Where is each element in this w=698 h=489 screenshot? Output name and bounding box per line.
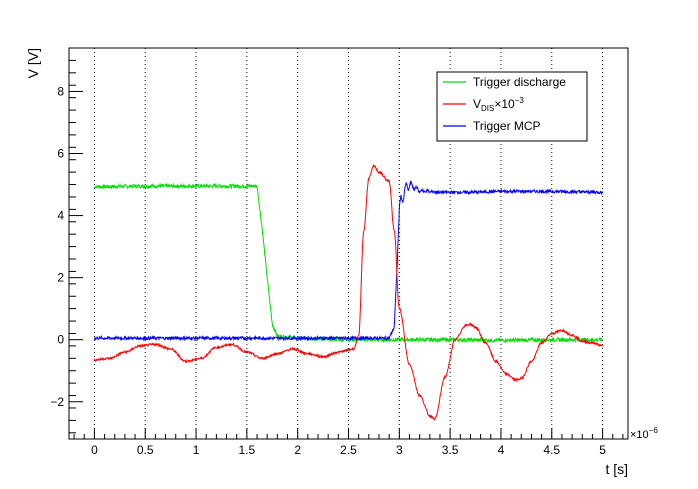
y-tick-label: 4 <box>57 209 64 223</box>
axis-ticks: 0 0.5 1 1.5 2 2.5 3 3.5 4 4.5 5 −2 0 2 4 6 8 <box>50 59 624 457</box>
legend-box <box>436 71 588 142</box>
y-tick-label: 8 <box>57 84 64 98</box>
x-tick-label: 2 <box>294 443 301 457</box>
y-tick-label: 2 <box>57 271 64 285</box>
x-tick-label: 4.5 <box>543 443 560 457</box>
legend-vdis-exp: −3 <box>515 96 525 105</box>
x-tick-label: 5 <box>599 443 606 457</box>
x-tick-label: 2.5 <box>340 443 357 457</box>
x-tick-label: 0 <box>91 443 98 457</box>
y-tick-label: 6 <box>57 147 64 161</box>
legend-label-vdis: VDIS×10−3 <box>473 96 524 113</box>
x-multiplier-exp: −6 <box>649 426 659 435</box>
legend: Trigger discharge VDIS×10−3 Trigger MCP <box>436 71 588 142</box>
x-tick-label: 0.5 <box>137 443 154 457</box>
x-tick-label: 1 <box>193 443 200 457</box>
legend-vdis-main: V <box>473 97 481 111</box>
series-trigger-mcp <box>93 180 603 342</box>
x-tick-label: 3.5 <box>442 443 459 457</box>
legend-label-trigger-discharge: Trigger discharge <box>473 75 566 89</box>
series-trigger-discharge <box>94 182 603 344</box>
legend-vdis-suffix: ×10 <box>494 97 515 111</box>
series-layer <box>93 163 604 421</box>
y-tick-label: 0 <box>57 333 64 347</box>
x-tick-label: 3 <box>396 443 403 457</box>
x-tick-label: 4 <box>498 443 505 457</box>
y-tick-label: −2 <box>50 395 64 409</box>
x-multiplier-base: ×10 <box>630 429 649 441</box>
y-axis-label: V [V] <box>25 48 41 78</box>
series-vdis <box>93 163 604 421</box>
x-multiplier: ×10−6 <box>630 426 658 441</box>
x-axis-label: t [s] <box>605 461 628 477</box>
x-tick-label: 1.5 <box>239 443 256 457</box>
legend-vdis-sub: DIS <box>481 104 494 113</box>
legend-label-trigger-mcp: Trigger MCP <box>473 119 541 133</box>
